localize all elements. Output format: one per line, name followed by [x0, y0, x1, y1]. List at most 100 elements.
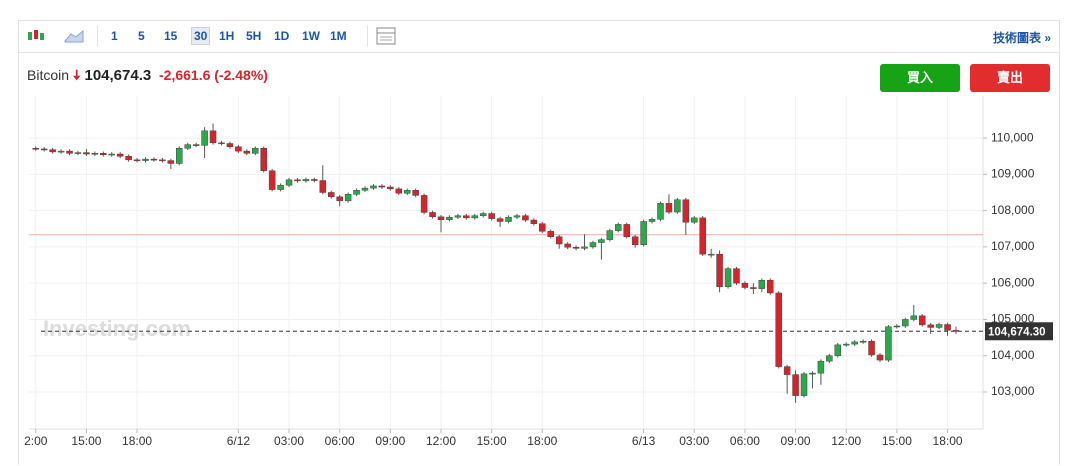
toolbar: 1 5 15 30 1H 5H 1D 1W 1M 技術圖表 » — [19, 21, 1059, 53]
interval[interactable]: 1W — [302, 29, 320, 43]
candle — [463, 213, 470, 220]
candle — [159, 158, 166, 163]
candle-body — [378, 185, 386, 188]
candle — [412, 188, 419, 198]
candle-body — [142, 158, 149, 161]
interval[interactable]: 15 — [164, 29, 178, 43]
candle — [361, 186, 369, 193]
quote-header: Bitcoin 🠇 104,674.3 -2,661.6 (-2.48%) — [27, 65, 268, 89]
candle — [133, 158, 141, 163]
candle-body — [640, 221, 647, 245]
x-tick-label: 18:00 — [933, 434, 963, 448]
candle-body — [370, 185, 377, 189]
x-tick-label: 06:00 — [730, 434, 760, 448]
candle — [851, 340, 858, 346]
candle — [454, 213, 462, 219]
candle — [674, 197, 681, 214]
price: 104,674.3 — [84, 67, 152, 84]
interval[interactable]: 5H — [246, 29, 262, 43]
candle — [370, 184, 377, 190]
x-tick-label: 12:00 — [831, 434, 861, 448]
candle — [606, 228, 614, 242]
candle — [522, 213, 529, 222]
interval[interactable]: 5 — [138, 29, 145, 43]
candle-body — [902, 319, 909, 327]
separator — [367, 26, 368, 46]
interval[interactable]: 1H — [219, 29, 235, 43]
candle-body — [530, 219, 538, 224]
sell-button[interactable]: 賣出 — [970, 64, 1050, 92]
candle — [243, 149, 251, 156]
candle-body — [463, 215, 470, 219]
y-tick-label: 105,000 — [991, 312, 1035, 326]
interval[interactable]: 1D — [274, 29, 290, 43]
candle — [775, 291, 782, 369]
candle-body — [226, 143, 234, 148]
candle-body — [876, 354, 884, 361]
candle — [885, 324, 892, 362]
candle-body — [311, 179, 318, 181]
candle-body — [606, 230, 614, 240]
tech-chart-link[interactable]: 技術圖表 » — [992, 31, 1051, 45]
candle-icon[interactable] — [25, 26, 47, 46]
candle — [49, 147, 56, 154]
candle-body — [766, 280, 774, 294]
table-icon[interactable] — [375, 26, 397, 46]
candle-body — [218, 142, 225, 145]
x-tick-label: 15:00 — [477, 434, 507, 448]
candle — [893, 324, 901, 329]
interval[interactable]: 1M — [330, 29, 347, 43]
candle-body — [817, 360, 825, 374]
candle-body — [707, 253, 715, 256]
candle-body — [631, 236, 639, 245]
candle-body — [598, 239, 605, 243]
candle — [344, 192, 352, 203]
candle-body — [336, 196, 343, 202]
candle — [496, 216, 504, 227]
candle — [572, 245, 580, 251]
candle-body — [826, 355, 833, 362]
candle-body — [699, 217, 706, 255]
candle-body — [724, 268, 732, 288]
candle — [589, 240, 597, 249]
candle-body — [361, 187, 369, 191]
x-tick-label: 06:00 — [325, 434, 355, 448]
candle — [218, 140, 225, 146]
candle-body — [116, 153, 124, 157]
candle — [108, 152, 115, 157]
candle-body — [809, 372, 816, 375]
candle — [826, 353, 833, 363]
candle — [277, 183, 284, 192]
candle-body — [750, 287, 757, 289]
candle-body — [842, 343, 850, 346]
candle — [724, 266, 732, 289]
candle-body — [792, 374, 799, 396]
candle-body — [471, 215, 479, 219]
candle-body — [395, 188, 403, 194]
candle-body — [800, 373, 808, 396]
area-icon[interactable] — [63, 26, 85, 46]
candle-body — [235, 146, 242, 152]
candle-body — [192, 144, 200, 146]
x-tick-label: 09:00 — [781, 434, 811, 448]
candle-body — [66, 150, 73, 154]
interval[interactable]: 1 — [111, 29, 118, 43]
change: -2,661.6 — [159, 67, 211, 83]
x-tick-label: 6/12 — [227, 434, 251, 448]
candle — [387, 185, 394, 191]
candle-body — [758, 280, 766, 289]
candle-body — [83, 152, 90, 155]
buy-button[interactable]: 買入 — [880, 64, 960, 92]
candle — [750, 283, 757, 295]
candle-body — [682, 199, 690, 223]
y-tick-label: 109,000 — [991, 167, 1035, 181]
candle — [327, 190, 335, 199]
candle — [530, 218, 538, 226]
candle — [252, 146, 259, 156]
candle-body — [412, 190, 419, 196]
candle — [74, 150, 82, 156]
interval[interactable]: 30 — [191, 27, 211, 45]
candle-body — [488, 213, 495, 219]
candle — [902, 317, 909, 328]
candle-body — [648, 219, 656, 222]
